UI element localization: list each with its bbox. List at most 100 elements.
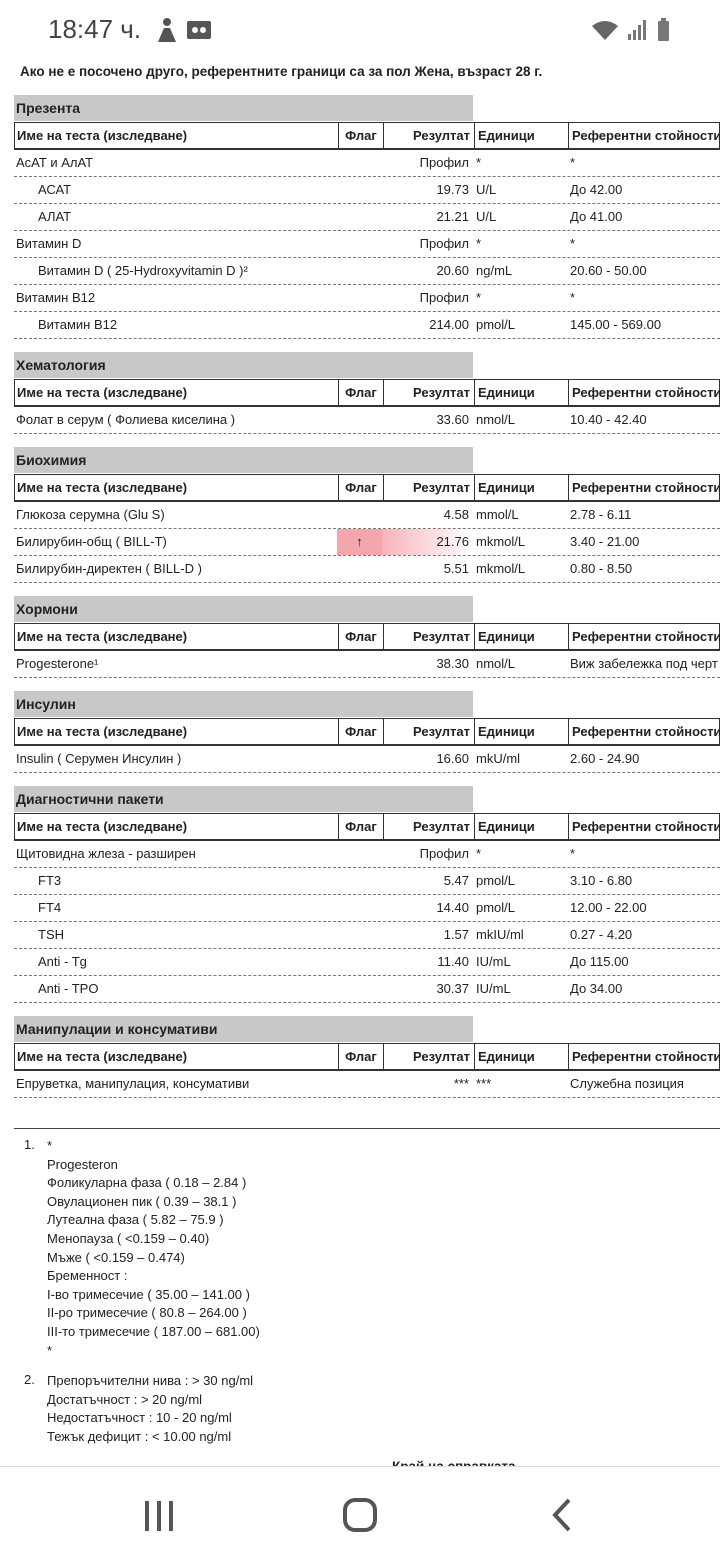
flag-cell	[337, 407, 382, 433]
name-cell: Anti - Tg	[38, 954, 87, 969]
flag-cell	[337, 231, 382, 257]
result-cell: 14.40	[436, 900, 469, 915]
header-cell: Единици	[474, 814, 568, 839]
table-header: Име на теста (изследване) Флаг Резултат Еди…	[14, 813, 720, 841]
header-cell: Референтни стойности	[568, 719, 720, 744]
section-title: Инсулин	[14, 691, 473, 717]
status-bar: 18:47 ч.	[0, 0, 720, 60]
status-icon	[158, 18, 176, 42]
name-cell: Фолат в серум ( Фолиева киселина )	[16, 412, 236, 427]
header-cell: Флаг	[338, 475, 383, 500]
result-cell: 5.47	[443, 873, 469, 888]
header-cell: Резултат	[383, 123, 474, 148]
table-header: Име на теста (изследване) Флаг Резултат Еди…	[14, 1043, 720, 1071]
note-line: *	[47, 1138, 53, 1153]
result-row: Щитовидна жлеза - разширен Профил * *	[14, 841, 720, 868]
table-header: Име на теста (изследване) Флаг Резултат Еди…	[14, 474, 720, 502]
note-number: 2.	[24, 1372, 35, 1388]
flag-cell	[337, 868, 382, 894]
reference-cell: *	[570, 290, 576, 305]
header-cell: Флаг	[338, 380, 383, 405]
reference-cell: Служебна позиция	[570, 1076, 684, 1091]
note-number: 1.	[24, 1137, 35, 1152]
header-cell: Резултат	[383, 719, 474, 744]
header-cell: Единици	[474, 1044, 568, 1069]
result-row: Витамин D Профил * *	[14, 231, 720, 258]
flag-cell	[337, 204, 382, 230]
reference-cell: 2.78 - 6.11	[570, 507, 632, 522]
header-cell: Референтни стойности	[568, 380, 720, 405]
header-cell: Резултат	[383, 380, 474, 405]
header-cell: Единици	[474, 624, 568, 649]
reference-cell: До 42.00	[570, 182, 623, 197]
result-row: АСАТ 19.73 U/L До 42.00	[14, 177, 720, 204]
note-line: *	[47, 1342, 53, 1358]
header-cell: Референтни стойности	[568, 123, 720, 148]
battery-icon	[658, 18, 669, 41]
header-cell: Референтни стойности	[568, 475, 720, 500]
header-cell: Резултат	[383, 624, 474, 649]
note-line: Менопауза ( <0.159 – 0.40)	[47, 1230, 210, 1246]
result-cell: ***	[453, 1076, 469, 1091]
name-cell: Insulin ( Серумен Инсулин )	[16, 751, 182, 766]
back-button[interactable]	[552, 1498, 571, 1532]
units-cell: U/L	[476, 182, 497, 197]
note-line: III-то тримесечие ( 187.00 – 681.00)	[47, 1323, 260, 1339]
result-cell: 38.30	[436, 656, 469, 671]
result-cell: 33.60	[436, 412, 469, 427]
table-header: Име на теста (изследване) Флаг Резултат Еди…	[14, 718, 720, 746]
flag-cell	[337, 177, 382, 203]
header-cell: Единици	[474, 475, 568, 500]
units-cell: mkU/ml	[476, 751, 521, 766]
reference-cell: 3.40 - 21.00	[570, 534, 640, 549]
name-cell: TSH	[38, 927, 64, 942]
note-line: Овулационен пик ( 0.39 – 38.1 )	[47, 1193, 237, 1209]
note-line: Тежък дефицит : < 10.00 ng/ml	[47, 1428, 232, 1444]
units-cell: pmol/L	[476, 900, 516, 915]
result-row: Витамин D ( 25-Hydroxyvitamin D )² 20.60 n…	[14, 258, 720, 285]
nav-icons	[145, 1498, 571, 1532]
result-row: АсАТ и АлАТ Профил * *	[14, 150, 720, 177]
header-cell: Референтни стойности	[568, 814, 720, 839]
header-cell: Име на теста (изследване)	[17, 629, 188, 644]
result-cell: 21.21	[436, 209, 469, 224]
result-row: Фолат в серум ( Фолиева киселина ) 33.60 n…	[14, 407, 720, 434]
nav-bar	[0, 1466, 720, 1561]
flag-cell	[337, 949, 382, 975]
reference-cell: 0.27 - 4.20	[570, 927, 633, 942]
result-row: FT4 14.40 pmol/L 12.00 - 22.00	[14, 895, 720, 922]
note: 1. * Progesteron Фоликуларна фаза ( 0.18 – …	[14, 1137, 720, 1360]
name-cell: Витамин D ( 25-Hydroxyvitamin D )²	[38, 263, 248, 278]
wifi-icon	[592, 21, 618, 40]
note-line: Progesteron	[47, 1156, 118, 1172]
flag-cell	[337, 922, 382, 948]
result-row: Progesterone¹ 38.30 nmol/L Виж забележка по…	[14, 651, 720, 678]
recent-apps-button[interactable]	[145, 1501, 173, 1531]
home-button[interactable]	[343, 1498, 377, 1532]
signal-icon	[628, 20, 646, 40]
header-cell: Име на теста (изследване)	[17, 819, 188, 834]
reference-cell: 3.10 - 6.80	[570, 873, 633, 888]
result-cell: 20.60	[436, 263, 469, 278]
flag-cell	[337, 258, 382, 284]
result-row: FT3 5.47 pmol/L 3.10 - 6.80	[14, 868, 720, 895]
intro-text: Ако не е посочено друго, референтните гр…	[20, 64, 543, 79]
result-row: Билирубин-директен ( BILL-D ) 5.51 mkmol/L…	[14, 556, 720, 583]
section-title: Хормони	[14, 596, 473, 622]
flag-cell: ↑	[337, 529, 382, 555]
name-cell: АСАТ	[38, 182, 72, 197]
units-cell: *	[476, 846, 482, 861]
units-cell: *	[476, 236, 482, 251]
name-cell: Progesterone¹	[16, 656, 99, 671]
header-cell: Име на теста (изследване)	[17, 480, 188, 495]
note: 2. Препоръчителни нива : > 30 ng/ml Достат…	[14, 1372, 720, 1446]
header-cell: Референтни стойности	[568, 624, 720, 649]
name-cell: Глюкоза серумна (Glu S)	[16, 507, 165, 522]
table-header: Име на теста (изследване) Флаг Резултат Еди…	[14, 379, 720, 407]
result-row: Витамин B12 214.00 pmol/L 145.00 - 569.00	[14, 312, 720, 339]
header-cell: Име на теста (изследване)	[17, 385, 188, 400]
name-cell: FT4	[38, 900, 62, 915]
units-cell: mmol/L	[476, 507, 519, 522]
flag-cell	[337, 312, 382, 338]
